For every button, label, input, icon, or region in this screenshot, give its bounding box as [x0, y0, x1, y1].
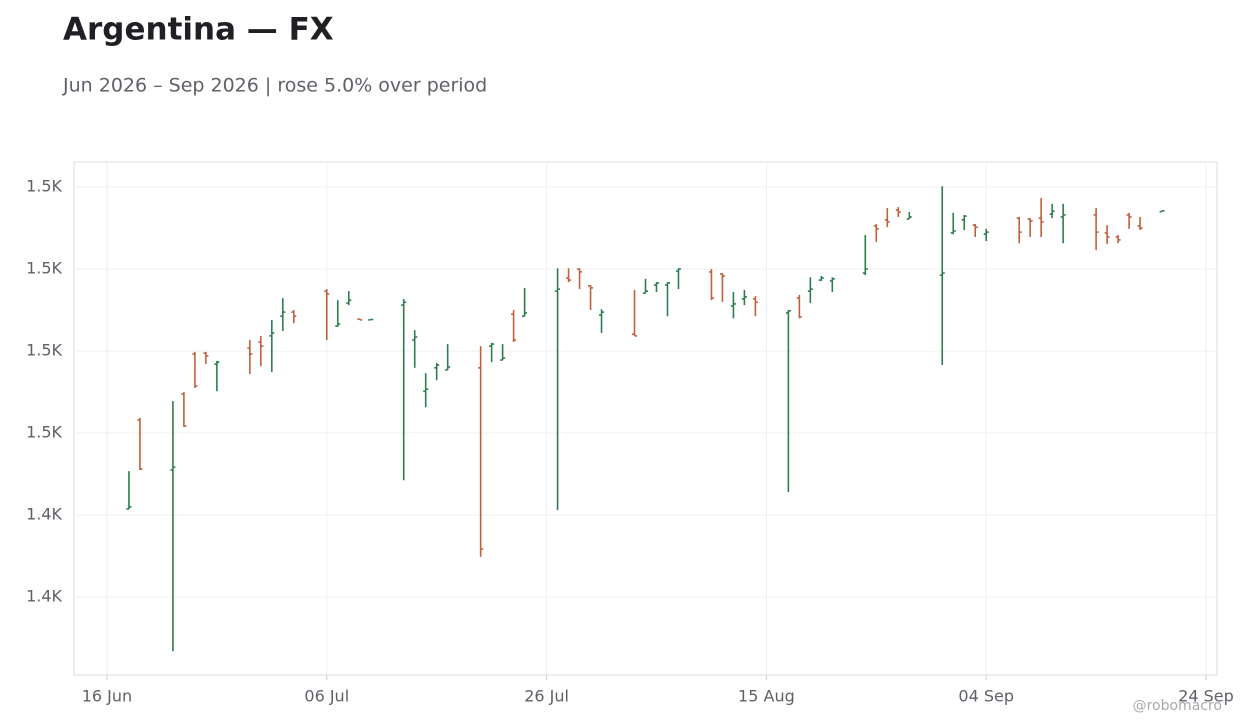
chart-title: Argentina — FX: [63, 12, 334, 48]
chart-subtitle: Jun 2026 – Sep 2026 | rose 5.0% over per…: [62, 75, 487, 97]
y-tick-label: 1.4K: [26, 587, 62, 606]
x-tick-label: 04 Sep: [958, 687, 1014, 706]
y-tick-label: 1.4K: [26, 505, 62, 524]
x-tick-label: 16 Jun: [82, 687, 132, 706]
y-tick-label: 1.5K: [26, 177, 62, 196]
x-tick-label: 15 Aug: [738, 687, 795, 706]
y-tick-label: 1.5K: [26, 341, 62, 360]
y-tick-label: 1.5K: [26, 259, 62, 278]
x-tick-label: 26 Jul: [524, 687, 569, 706]
x-tick-label: 06 Jul: [304, 687, 349, 706]
y-tick-label: 1.5K: [26, 423, 62, 442]
plot-frame: [73, 161, 1218, 676]
x-tick-label: 24 Sep: [1178, 687, 1234, 706]
watermark: @robomacro: [1133, 698, 1222, 714]
